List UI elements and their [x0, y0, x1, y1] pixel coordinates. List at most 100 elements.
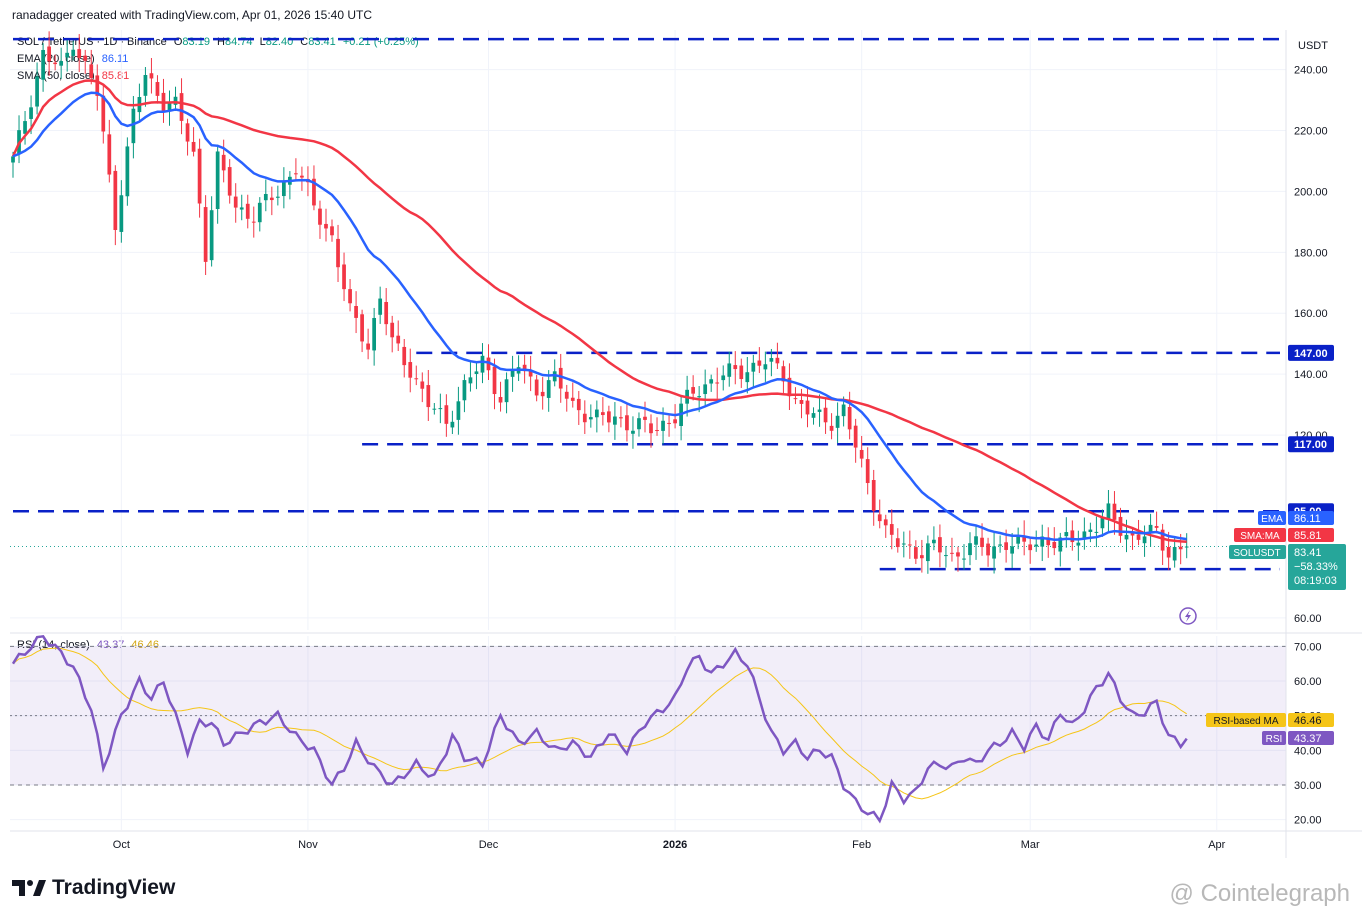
candle-body	[492, 366, 497, 395]
candle-body	[637, 418, 641, 430]
candlestick-series	[11, 31, 1189, 574]
candle	[372, 307, 377, 366]
candle-body	[155, 82, 160, 96]
candle-body	[269, 197, 274, 201]
candle	[1010, 533, 1015, 569]
candle-body	[1016, 535, 1021, 544]
price-axis-label: 200.00	[1294, 186, 1328, 198]
high-label: H	[217, 36, 225, 48]
currency-label[interactable]: USDT	[1298, 40, 1328, 52]
candle-body	[877, 514, 882, 522]
candle-body	[426, 385, 431, 408]
candle	[1028, 537, 1033, 564]
candle-body	[865, 459, 870, 484]
candle	[498, 381, 503, 412]
candle	[17, 115, 21, 164]
candle-body	[125, 146, 130, 197]
candle-body	[450, 421, 455, 428]
candle-body	[504, 379, 509, 403]
candle-body	[342, 264, 346, 290]
candle-body	[71, 49, 76, 56]
candle-body	[775, 357, 780, 364]
candle	[853, 418, 858, 463]
candle	[992, 531, 996, 574]
candle-body	[859, 449, 864, 459]
ema-tag-value: 86.11	[1294, 513, 1321, 525]
candle-body	[378, 298, 383, 315]
grid-lines	[10, 30, 1286, 830]
candle-body	[191, 141, 196, 152]
candle-body	[926, 543, 930, 562]
candle-body	[294, 173, 298, 175]
candle-body	[402, 346, 407, 366]
tradingview-logo[interactable]: TradingView	[12, 876, 175, 900]
candle	[829, 413, 834, 440]
candle	[113, 165, 118, 246]
candle-body	[907, 544, 912, 546]
candle-body	[1154, 526, 1159, 528]
candle-body	[607, 411, 611, 423]
candle	[179, 78, 184, 135]
candle	[251, 206, 256, 238]
candle-body	[522, 364, 527, 372]
candle	[847, 391, 852, 440]
tradingview-wordmark: TradingView	[52, 876, 176, 899]
symbol-price-tag: SOLUSDT 83.41 −58.33% 08:19:03	[1229, 544, 1346, 590]
candle-body	[823, 407, 828, 423]
candle	[998, 535, 1002, 553]
sma-50-line	[11, 79, 1187, 544]
symbol-tag-change: −58.33%	[1294, 561, 1338, 573]
candle	[619, 406, 623, 428]
time-axis-labels: Oct Nov Dec 2026 Feb Mar Apr	[113, 839, 1226, 851]
time-axis-label: Dec	[479, 839, 499, 851]
candle	[1118, 507, 1123, 543]
candle-body	[745, 372, 750, 383]
candle	[631, 416, 635, 449]
candle-body	[300, 175, 304, 178]
candle-body	[348, 289, 352, 304]
candle-body	[510, 369, 515, 377]
time-axis-label: Feb	[852, 839, 871, 851]
candle-body	[625, 415, 629, 431]
candle	[895, 528, 900, 553]
candle-body	[336, 238, 340, 268]
candle	[1082, 517, 1087, 550]
sma-tag-name: SMA:MA	[1240, 531, 1280, 542]
candle-body	[667, 422, 671, 424]
candle	[968, 532, 972, 566]
candle-body	[853, 425, 858, 448]
candle-body	[498, 396, 503, 403]
candle-body	[938, 537, 942, 553]
candle-body	[992, 546, 996, 559]
candle	[432, 402, 437, 415]
candle-body	[871, 480, 876, 511]
candle	[47, 31, 51, 76]
candle-body	[1106, 503, 1111, 520]
candle-body	[564, 391, 569, 399]
candle-body	[251, 221, 256, 223]
lightning-icon[interactable]	[1179, 607, 1197, 625]
candle-body	[1022, 535, 1027, 542]
candle-body	[613, 416, 617, 425]
candle-body	[763, 364, 768, 370]
candle-body	[751, 362, 756, 372]
candle-body	[558, 367, 563, 389]
candle-body	[444, 405, 449, 424]
candle	[889, 509, 894, 550]
candle	[534, 374, 539, 402]
candle-body	[486, 357, 491, 371]
candle	[71, 40, 76, 61]
candle-body	[835, 415, 840, 428]
candle-body	[528, 370, 533, 377]
candle-body	[384, 302, 389, 325]
candle-body	[582, 413, 587, 423]
level-price-tag: 117.00	[1288, 436, 1334, 453]
candle-body	[1052, 541, 1057, 549]
candle	[763, 351, 768, 382]
candle-body	[41, 49, 45, 80]
level-tag-text: 117.00	[1294, 439, 1327, 451]
rsi-price-tag: RSI 43.37	[1262, 731, 1334, 745]
candle	[492, 358, 497, 410]
candle	[83, 49, 88, 74]
